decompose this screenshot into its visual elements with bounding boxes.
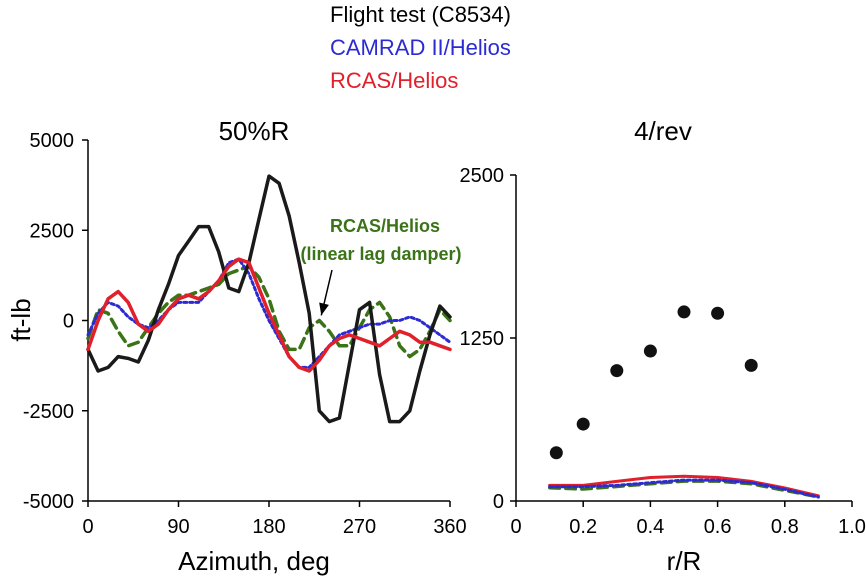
right-points: [549, 305, 758, 460]
data-point: [744, 358, 758, 372]
y-tick-label: -2500: [23, 401, 74, 423]
y-tick-label: 0: [63, 311, 74, 333]
y-tick-label: -5000: [23, 491, 74, 513]
series-line-camrad-ii-helios: [86, 257, 452, 369]
data-point: [576, 417, 590, 431]
right-x-axis-label: r/R: [667, 546, 702, 576]
right-x-ticks: 0 0.2 0.4 0.6 0.8 1.0: [510, 501, 866, 538]
y-tick-label: 2500: [460, 165, 505, 187]
data-point: [711, 306, 725, 320]
y-tick-label: 2500: [30, 220, 75, 242]
legend-label: RCAS/Helios: [330, 68, 459, 93]
left-series: [86, 174, 452, 424]
x-tick-label: 0.6: [704, 516, 732, 538]
y-tick-label: 5000: [30, 130, 75, 152]
legend-label: CAMRAD II/Helios: [330, 35, 511, 60]
x-tick-label: 0.2: [569, 516, 597, 538]
y-tick-label: 0: [493, 491, 504, 513]
x-tick-label: 90: [167, 516, 189, 538]
right-chart: 4/rev 2500 1250 0 0 0.2 0.4 0.6 0.8 1.0 r/R: [460, 116, 866, 576]
left-y-ticks: 5000 2500 0 -2500 -5000: [23, 130, 88, 513]
series-line-flight-test-c8534-: [86, 174, 452, 424]
right-y-ticks: 2500 1250 0: [460, 165, 516, 513]
legend-label: Flight test (C8534): [330, 2, 511, 27]
annotation-line-2: (linear lag damper): [300, 244, 461, 264]
x-tick-label: 270: [343, 516, 376, 538]
annotation-arrowhead: [319, 302, 329, 316]
right-chart-title: 4/rev: [634, 116, 692, 146]
x-tick-label: 360: [433, 516, 466, 538]
right-series: [548, 474, 820, 499]
y-tick-label: 1250: [460, 328, 505, 350]
data-point: [677, 305, 691, 319]
data-point: [643, 344, 657, 358]
series-line-rcas-helios: [86, 257, 452, 373]
left-y-axis-label: ft-lb: [6, 298, 36, 341]
x-tick-label: 0.8: [771, 516, 799, 538]
x-tick-label: 0: [82, 516, 93, 538]
x-tick-label: 0: [510, 516, 521, 538]
x-tick-label: 0.4: [636, 516, 664, 538]
left-x-axis-label: Azimuth, deg: [178, 546, 330, 576]
left-chart-title: 50%R: [219, 116, 290, 146]
left-x-ticks: 0 90 180 270 360: [82, 501, 467, 538]
x-tick-label: 1.0: [838, 516, 866, 538]
x-tick-label: 180: [252, 516, 285, 538]
series-line-camrad-ii-helios: [548, 478, 820, 499]
data-point: [610, 364, 624, 378]
annotation-line-1: RCAS/Helios: [330, 216, 440, 236]
data-point: [549, 446, 563, 460]
left-chart: 50%R 5000 2500 0 -2500 -5000 0 90 180 270 360 ft…: [6, 116, 467, 576]
